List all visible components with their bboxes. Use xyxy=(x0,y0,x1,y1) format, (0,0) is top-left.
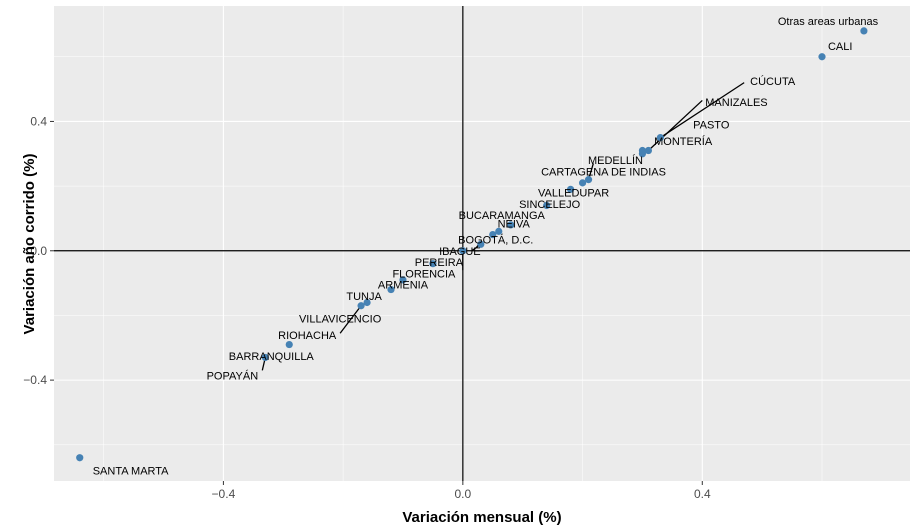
data-point xyxy=(584,176,593,184)
leader-line xyxy=(660,82,745,139)
point-label: IBAGUÉ xyxy=(439,245,481,258)
y-tick-label: −0.4 xyxy=(23,373,47,387)
point-label: MANIZALES xyxy=(705,97,767,109)
data-point xyxy=(818,53,826,61)
data-point xyxy=(507,221,515,229)
data-point xyxy=(429,260,437,268)
data-point xyxy=(357,302,365,310)
data-point xyxy=(489,231,497,239)
data-point xyxy=(566,185,575,193)
point-label: POPAYÁN xyxy=(207,369,259,382)
point-label: PASTO xyxy=(693,120,730,132)
reference-lines xyxy=(54,6,910,481)
point-labels: Otras areas urbanas CALI CÚCUTA MANIZALES PA… xyxy=(93,16,879,477)
x-tick-label: 0.4 xyxy=(694,487,711,501)
point-label: BOGOTÁ, D.C. xyxy=(458,233,533,246)
data-point xyxy=(860,27,868,35)
data-point xyxy=(644,146,653,155)
data-point xyxy=(656,134,664,142)
data-point xyxy=(261,353,269,362)
leader-line xyxy=(339,305,362,334)
data-point xyxy=(638,150,647,158)
point-label: MONTERÍA xyxy=(654,135,713,148)
point-label: NEIVA xyxy=(498,218,531,230)
data-point xyxy=(285,340,293,349)
data-point xyxy=(543,201,551,210)
data-point xyxy=(495,227,503,235)
data-point xyxy=(459,247,467,255)
y-axis-title: Variación año corrido (%) xyxy=(21,154,38,335)
point-label: PEREIRA xyxy=(415,257,464,269)
x-axis-title: Variación mensual (%) xyxy=(402,509,561,526)
point-label: BUCARAMANGA xyxy=(459,210,546,222)
point-label: TUNJA xyxy=(346,291,382,303)
point-label: CARTAGENA DE INDIAS xyxy=(541,167,666,179)
point-label: SANTA MARTA xyxy=(93,466,169,478)
point-label: Otras areas urbanas xyxy=(778,16,879,28)
point-label: RIOHACHA xyxy=(278,330,337,342)
data-point xyxy=(363,298,371,307)
data-point xyxy=(399,276,407,284)
point-label: SINCELEJO xyxy=(519,199,581,211)
point-label: ARMENIA xyxy=(378,280,429,292)
data-point xyxy=(477,240,485,248)
point-label: CÚCUTA xyxy=(750,75,796,88)
point-label: FLORENCIA xyxy=(392,268,456,280)
point-label: VILLAVICENCIO xyxy=(299,314,382,326)
y-tick-label: 0.4 xyxy=(30,114,47,128)
data-point xyxy=(76,454,84,462)
grid-minor xyxy=(54,6,910,481)
point-label: BARRANQUILLA xyxy=(229,351,315,363)
point-label: MEDELLÍN xyxy=(588,154,643,167)
point-label: CALI xyxy=(828,41,852,53)
leader-line xyxy=(647,99,703,152)
data-point xyxy=(387,285,395,294)
y-axis-ticks: −0.4 0.0 0.4 xyxy=(23,114,54,387)
y-tick-label: 0.0 xyxy=(30,244,47,258)
data-point xyxy=(578,179,587,187)
point-label: VALLEDUPAR xyxy=(538,188,609,200)
x-tick-label: −0.4 xyxy=(212,487,236,501)
x-tick-label: 0.0 xyxy=(455,487,472,501)
x-axis-ticks: −0.4 0.0 0.4 xyxy=(212,481,711,501)
data-points xyxy=(76,27,868,462)
